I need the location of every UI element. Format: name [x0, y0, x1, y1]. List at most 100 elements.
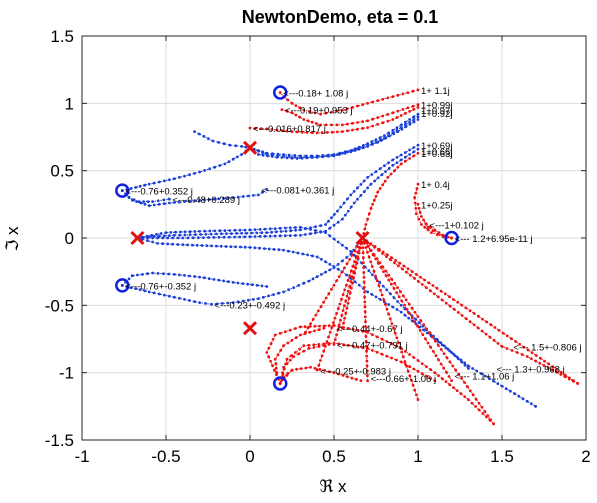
data-point	[385, 307, 389, 311]
data-point	[378, 136, 382, 140]
data-point	[408, 312, 412, 315]
data-point	[188, 274, 191, 278]
data-point	[378, 298, 382, 301]
data-point	[347, 327, 350, 330]
data-point	[425, 374, 428, 378]
data-point	[382, 298, 386, 302]
data-point	[408, 122, 412, 126]
data-point	[260, 284, 264, 288]
data-point	[349, 280, 353, 283]
data-point	[395, 161, 399, 165]
data-point	[346, 301, 350, 305]
data-point	[412, 150, 416, 154]
annotation-label: <---0.081+0.361 j	[261, 185, 334, 196]
data-point	[471, 393, 475, 397]
data-point	[386, 113, 390, 116]
data-point	[338, 302, 342, 306]
data-point	[278, 382, 282, 385]
data-point	[362, 285, 366, 289]
data-point	[297, 284, 301, 287]
data-point	[486, 414, 490, 417]
data-point	[381, 284, 385, 288]
data-point	[302, 344, 306, 348]
data-point	[403, 313, 407, 317]
data-point	[294, 226, 297, 229]
data-point	[179, 230, 182, 234]
data-point	[362, 271, 366, 274]
data-point	[411, 319, 414, 323]
data-point	[437, 340, 440, 344]
data-point	[127, 277, 131, 281]
data-point	[251, 283, 254, 287]
data-point	[255, 231, 259, 235]
data-point	[370, 293, 374, 296]
data-point	[301, 252, 305, 256]
data-point	[233, 235, 236, 239]
data-point	[412, 154, 416, 158]
data-point	[286, 371, 290, 375]
data-point	[253, 246, 257, 250]
data-point	[395, 336, 399, 340]
data-point	[336, 262, 340, 266]
data-point	[286, 98, 290, 102]
data-point	[412, 356, 416, 359]
data-point	[336, 153, 339, 156]
annotation-label: <---0.66+-1.06 j	[371, 374, 436, 385]
data-point	[236, 281, 240, 285]
data-point	[371, 124, 374, 128]
data-point	[178, 233, 182, 237]
data-point	[183, 230, 187, 234]
data-point	[463, 361, 467, 365]
data-point	[374, 194, 378, 198]
data-point	[430, 231, 433, 235]
data-point	[188, 230, 192, 234]
data-point	[346, 129, 349, 133]
data-point	[472, 312, 476, 315]
data-point	[138, 184, 142, 188]
data-point	[387, 131, 390, 135]
data-point	[492, 338, 496, 342]
data-point	[198, 275, 202, 279]
data-point	[198, 301, 202, 304]
annotation-label: <---0.44+-0.67 j	[337, 324, 402, 335]
data-point	[492, 422, 495, 426]
x-tick-label: 0.5	[322, 447, 346, 466]
data-point	[291, 250, 295, 254]
data-point	[143, 289, 147, 293]
data-point	[364, 340, 368, 343]
data-point	[120, 284, 124, 287]
data-point	[367, 255, 371, 259]
data-point	[395, 291, 398, 294]
data-point	[415, 187, 419, 191]
data-point	[384, 170, 387, 174]
data-point	[207, 198, 211, 201]
data-point	[390, 356, 393, 360]
data-point	[392, 296, 396, 299]
series-red-30	[315, 236, 364, 372]
data-point	[320, 273, 323, 276]
data-point	[388, 317, 392, 321]
data-point	[383, 179, 387, 183]
data-point	[417, 217, 421, 221]
data-point	[375, 335, 379, 339]
data-point	[504, 387, 508, 391]
data-point	[268, 227, 272, 231]
data-point	[448, 295, 451, 299]
data-point	[359, 379, 363, 383]
x-tick-label: 1	[413, 447, 422, 466]
data-point	[271, 364, 274, 368]
data-point	[211, 139, 215, 143]
data-point	[399, 153, 403, 157]
data-point	[205, 244, 209, 248]
data-point	[396, 300, 399, 303]
data-point	[392, 326, 395, 330]
data-point	[361, 103, 364, 107]
data-point	[404, 350, 407, 353]
data-point	[324, 223, 327, 226]
data-point	[489, 323, 493, 327]
data-point	[141, 237, 144, 241]
data-point	[493, 326, 497, 329]
data-point	[238, 235, 242, 239]
data-point	[341, 243, 344, 247]
data-point	[411, 383, 415, 387]
